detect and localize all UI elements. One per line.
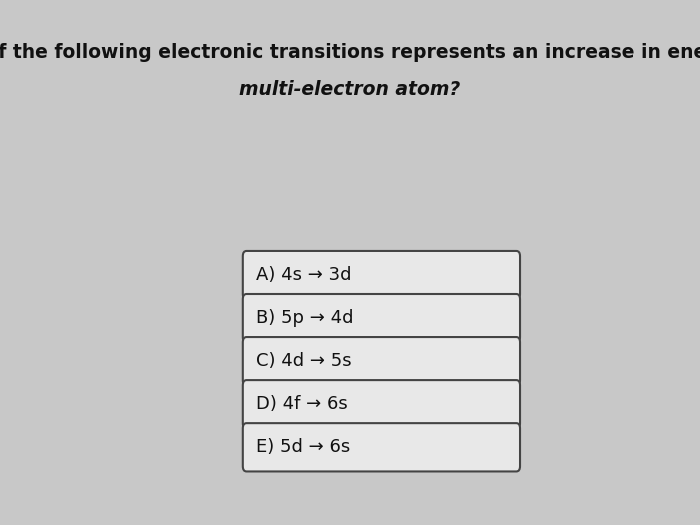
Text: E) 5d → 6s: E) 5d → 6s (256, 438, 350, 456)
FancyBboxPatch shape (243, 380, 520, 428)
FancyBboxPatch shape (243, 423, 520, 471)
Text: B) 5p → 4d: B) 5p → 4d (256, 309, 354, 327)
Text: multi-electron atom?: multi-electron atom? (239, 80, 461, 99)
FancyBboxPatch shape (243, 294, 520, 342)
Text: Which of the following electronic transitions represents an increase in energy i: Which of the following electronic transi… (0, 43, 700, 62)
Text: D) 4f → 6s: D) 4f → 6s (256, 395, 347, 413)
FancyBboxPatch shape (243, 251, 520, 299)
Text: A) 4s → 3d: A) 4s → 3d (256, 266, 351, 284)
Text: C) 4d → 5s: C) 4d → 5s (256, 352, 351, 370)
FancyBboxPatch shape (243, 337, 520, 385)
